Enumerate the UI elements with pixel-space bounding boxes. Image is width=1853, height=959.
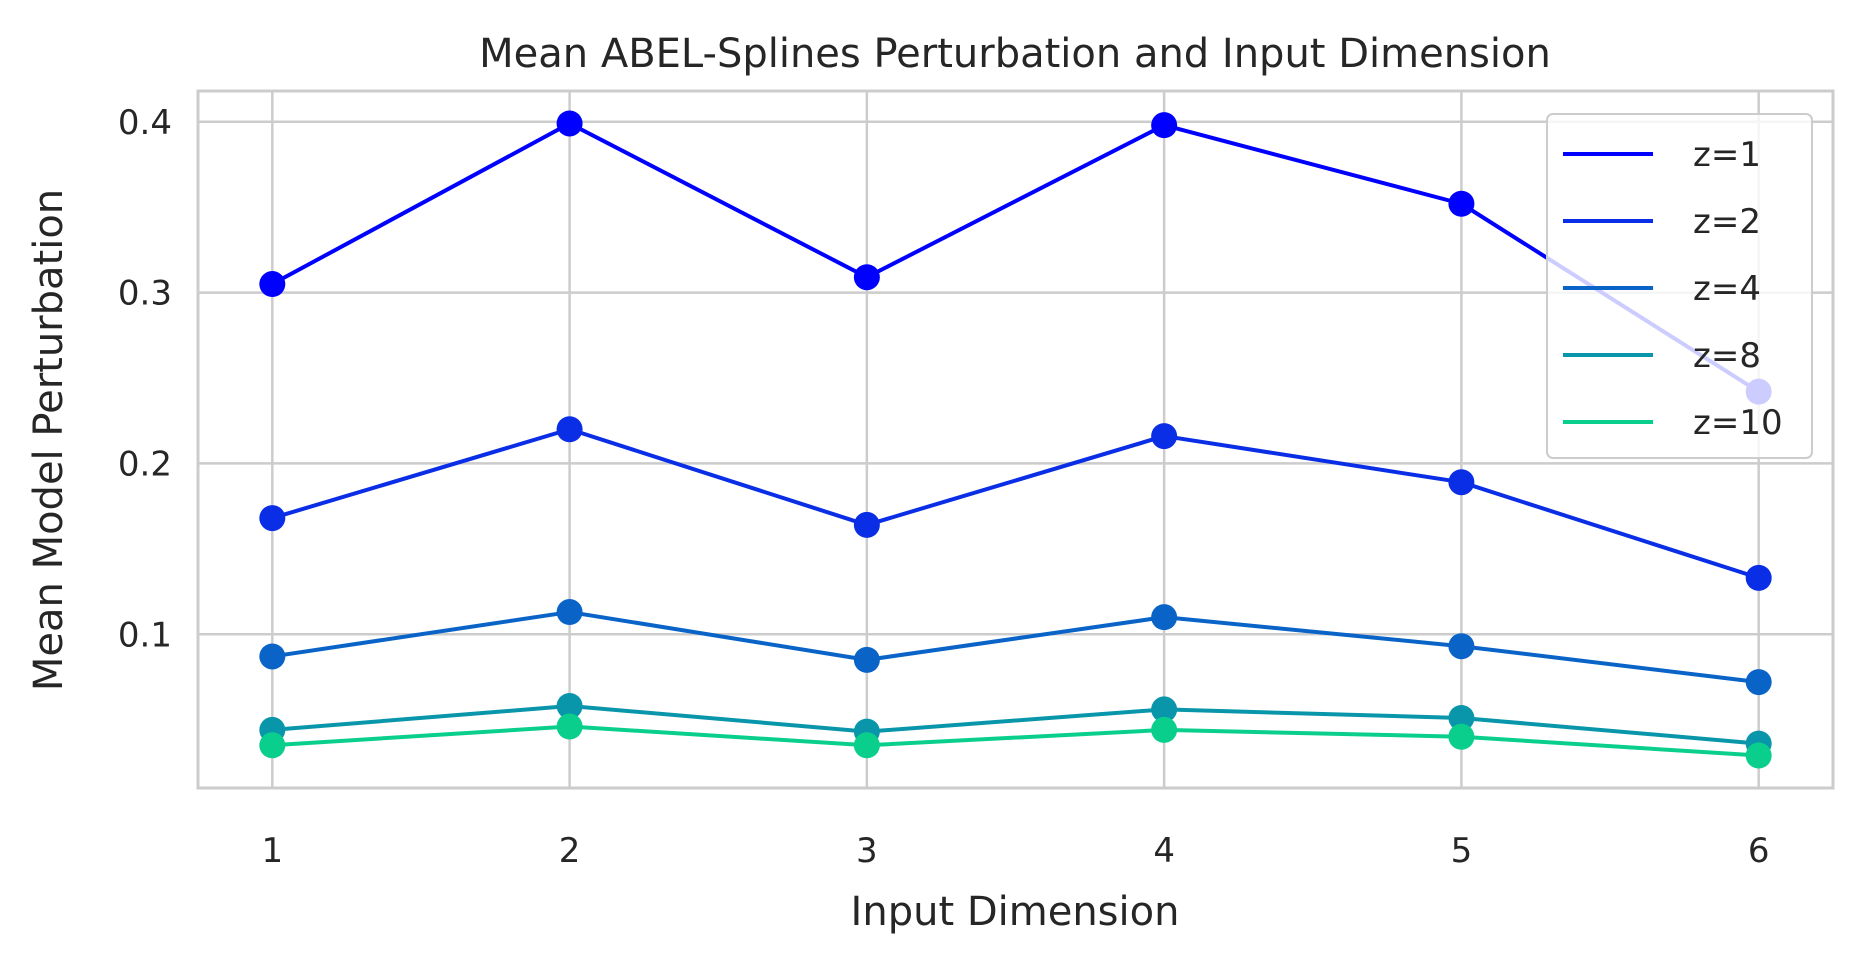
data-point [1151, 604, 1178, 631]
x-tick-label: 3 [856, 831, 878, 871]
x-axis-label: Input Dimension [851, 889, 1180, 935]
data-point [1745, 669, 1772, 696]
data-point [1151, 423, 1178, 450]
data-point [1745, 564, 1772, 591]
data-point [1448, 190, 1475, 217]
data-point [1745, 742, 1772, 769]
series-z-2 [259, 416, 1772, 591]
chart-title: Mean ABEL-Splines Perturbation and Input… [479, 31, 1551, 77]
data-point [1151, 716, 1178, 743]
y-tick-label: 0.4 [118, 103, 172, 143]
y-tick-label: 0.1 [118, 615, 172, 655]
series-z-10 [259, 713, 1772, 769]
data-point [1448, 704, 1475, 731]
data-point [1448, 469, 1475, 496]
legend-entry: z=2 [1693, 202, 1761, 242]
series-z-8 [259, 693, 1772, 757]
data-point [556, 416, 583, 443]
data-point [1151, 696, 1178, 723]
data-point [1151, 112, 1178, 139]
data-point [853, 732, 880, 759]
data-point [556, 599, 583, 626]
series-line [271, 121, 1760, 394]
series-line [271, 427, 1760, 580]
data-point [1448, 723, 1475, 750]
x-tick-label: 5 [1451, 831, 1473, 871]
data-point [556, 713, 583, 740]
x-tick-label: 6 [1748, 831, 1770, 871]
series-z-4 [259, 599, 1772, 696]
x-tick-label: 1 [261, 831, 283, 871]
data-point [556, 110, 583, 137]
series-line [272, 610, 1759, 685]
series-line [272, 704, 1759, 746]
series-group [259, 110, 1772, 769]
y-tick-label: 0.3 [118, 274, 172, 314]
data-point [853, 264, 880, 291]
data-point [556, 693, 583, 719]
legend: z=1 z=2 z=4 z=8 z=10 [1546, 113, 1813, 459]
y-tick-label: 0.2 [118, 444, 172, 484]
data-point [259, 643, 286, 670]
series-z-1 [259, 110, 1772, 405]
data-point [853, 646, 880, 673]
y-axis-label: Mean Model Perturbation [26, 189, 72, 691]
plot-area-frame [196, 89, 1835, 790]
y-tick-labels: 0.1 0.2 0.3 0.4 [118, 103, 172, 656]
data-point [259, 505, 286, 532]
x-tick-label: 4 [1153, 831, 1175, 871]
data-point [259, 271, 286, 298]
legend-frame [1546, 113, 1813, 459]
legend-entry: z=4 [1693, 269, 1761, 309]
legend-entry: z=10 [1693, 403, 1783, 443]
x-tick-label: 2 [559, 831, 581, 871]
data-point [259, 732, 286, 759]
series-line [272, 724, 1759, 758]
legend-entry: z=8 [1693, 336, 1761, 376]
data-point [1448, 633, 1475, 660]
legend-entry: z=1 [1693, 135, 1761, 175]
data-point [853, 511, 880, 538]
x-tick-labels: 1 2 3 4 5 6 [261, 831, 1769, 871]
